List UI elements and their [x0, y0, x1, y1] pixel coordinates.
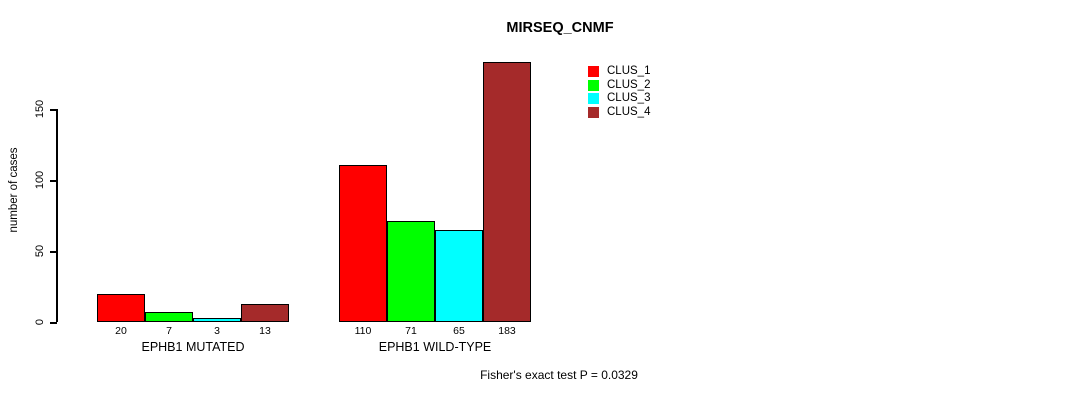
x-category-label-wildtype: EPHB1 WILD-TYPE	[378, 340, 492, 354]
bar-CLUS_4	[483, 62, 531, 322]
y-axis-label: number of cases	[8, 147, 20, 233]
bar-CLUS_2	[387, 221, 435, 322]
legend-label: CLUS_1	[607, 65, 651, 77]
legend-item: CLUS_4	[588, 105, 651, 118]
y-tick-label: 150	[34, 99, 46, 119]
y-tick-label: 50	[34, 244, 46, 258]
legend-swatch-CLUS_1	[588, 66, 599, 77]
fisher-test-annotation: Fisher's exact test P = 0.0329	[480, 368, 638, 382]
y-tick-label: 100	[34, 170, 46, 190]
bar-value-label: 71	[405, 325, 417, 337]
y-axis-line	[56, 109, 58, 322]
bar-value-label: 3	[214, 325, 220, 337]
bar-CLUS_3	[435, 230, 483, 322]
x-category-label-mutated: EPHB1 MUTATED	[141, 340, 245, 354]
bar-CLUS_1	[339, 165, 387, 322]
legend-item: CLUS_3	[588, 92, 651, 104]
legend-swatch-CLUS_2	[588, 79, 599, 91]
legend-label: CLUS_4	[607, 105, 651, 118]
bar-value-label: 183	[498, 325, 516, 337]
legend-label: CLUS_3	[607, 92, 651, 104]
bar-CLUS_2	[145, 312, 193, 322]
bar-CLUS_1	[97, 294, 145, 322]
legend-item: CLUS_2	[588, 78, 651, 91]
bar-value-label: 13	[259, 325, 271, 337]
legend-label: CLUS_2	[607, 78, 651, 91]
y-tick-mark	[50, 322, 57, 324]
legend: CLUS_1 CLUS_2 CLUS_3 CLUS_4	[588, 65, 651, 120]
legend-item: CLUS_1	[588, 65, 651, 77]
y-tick-mark	[50, 109, 57, 111]
y-tick-mark	[50, 180, 57, 182]
legend-swatch-CLUS_4	[588, 106, 599, 118]
bar-CLUS_4	[241, 304, 289, 322]
bar-value-label: 65	[453, 325, 465, 337]
bar-value-label: 7	[166, 325, 172, 337]
bar-value-label: 110	[354, 325, 372, 337]
legend-swatch-CLUS_3	[588, 93, 599, 104]
bar-CLUS_3	[193, 318, 241, 322]
bar-value-label: 20	[115, 325, 127, 337]
y-tick-label: 0	[34, 318, 46, 326]
chart-title: MIRSEQ_CNMF	[506, 20, 614, 36]
y-tick-mark	[50, 251, 57, 253]
